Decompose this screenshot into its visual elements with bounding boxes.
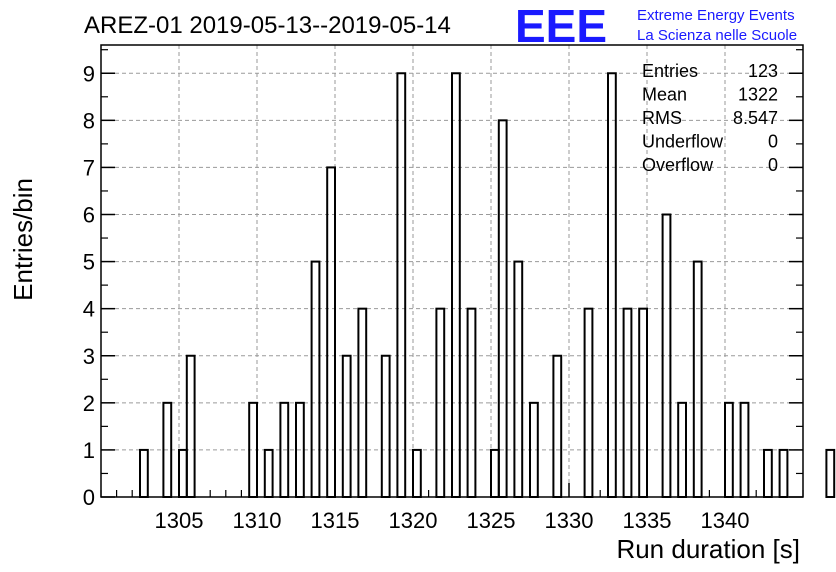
y-tick-label: 4 — [83, 297, 95, 322]
stats-label: Mean — [642, 85, 687, 105]
y-tick-label: 1 — [83, 438, 95, 463]
histogram-bar — [263, 448, 274, 498]
x-axis-title: Run duration [s] — [616, 534, 800, 564]
histogram-bar — [412, 448, 422, 498]
x-tick-label: 1340 — [701, 508, 750, 533]
histogram-bar — [380, 354, 391, 498]
histogram-bar — [139, 448, 149, 498]
histogram-bar — [310, 260, 321, 499]
y-axis-title: Entries/bin — [8, 178, 38, 301]
histogram-bar — [825, 448, 836, 498]
y-tick-label: 8 — [83, 108, 95, 133]
stats-value: 1322 — [738, 85, 778, 105]
y-tick-label: 0 — [83, 485, 95, 510]
stats-label: Entries — [642, 61, 698, 81]
stats-value: 123 — [748, 61, 778, 81]
histogram-bar — [490, 448, 500, 498]
y-tick-label: 2 — [83, 391, 95, 416]
stats-value: 0 — [768, 155, 778, 175]
histogram-bar — [341, 354, 352, 498]
histogram-bars — [139, 72, 836, 499]
chart-title: AREZ-01 2019-05-13--2019-05-14 — [84, 12, 451, 39]
plot-frame — [100, 44, 804, 498]
histogram-bar — [692, 260, 703, 499]
y-tick-label: 5 — [83, 250, 95, 275]
stats-label: Underflow — [642, 132, 724, 152]
y-tick-label: 9 — [83, 61, 95, 86]
histogram-bar — [778, 448, 789, 498]
histogram-bar — [552, 354, 563, 498]
histogram-bar — [607, 72, 617, 498]
stats-label: Overflow — [642, 155, 714, 175]
x-tick-label: 1310 — [233, 508, 282, 533]
x-tick-label: 1335 — [623, 508, 672, 533]
stats-box: Entries 123 Mean 1322 RMS 8.547 Underflow 0 Over… — [642, 61, 778, 175]
histogram-bar — [513, 260, 524, 499]
stats-label: RMS — [642, 108, 682, 128]
x-tick-label: 1330 — [545, 508, 594, 533]
histogram-bar — [763, 448, 773, 498]
y-tick-label: 7 — [83, 155, 95, 180]
histogram-bar — [326, 166, 337, 499]
logo-line-2: La Scienza nelle Scuole — [637, 27, 797, 44]
x-tick-label: 1315 — [311, 508, 360, 533]
eee-logo: EEE Extreme Energy Events La Scienza nel… — [515, 0, 797, 52]
y-tick-label: 3 — [83, 344, 95, 369]
stats-value: 8.547 — [733, 108, 778, 128]
x-tick-label: 1320 — [389, 508, 438, 533]
histogram-bar — [451, 72, 461, 498]
x-tick-label: 1305 — [155, 508, 204, 533]
histogram-bar — [178, 448, 188, 498]
y-tick-label: 6 — [83, 203, 95, 228]
histogram-bar — [185, 354, 196, 498]
stats-value: 0 — [768, 132, 778, 152]
x-tick-label: 1325 — [467, 508, 516, 533]
logo-line-1: Extreme Energy Events — [637, 7, 795, 24]
axis-ticks: 1305 1310 1315 1320 1325 1330 1335 134001234567… — [83, 49, 804, 533]
logo-mark: EEE — [515, 0, 607, 52]
histogram-bar — [396, 72, 407, 498]
